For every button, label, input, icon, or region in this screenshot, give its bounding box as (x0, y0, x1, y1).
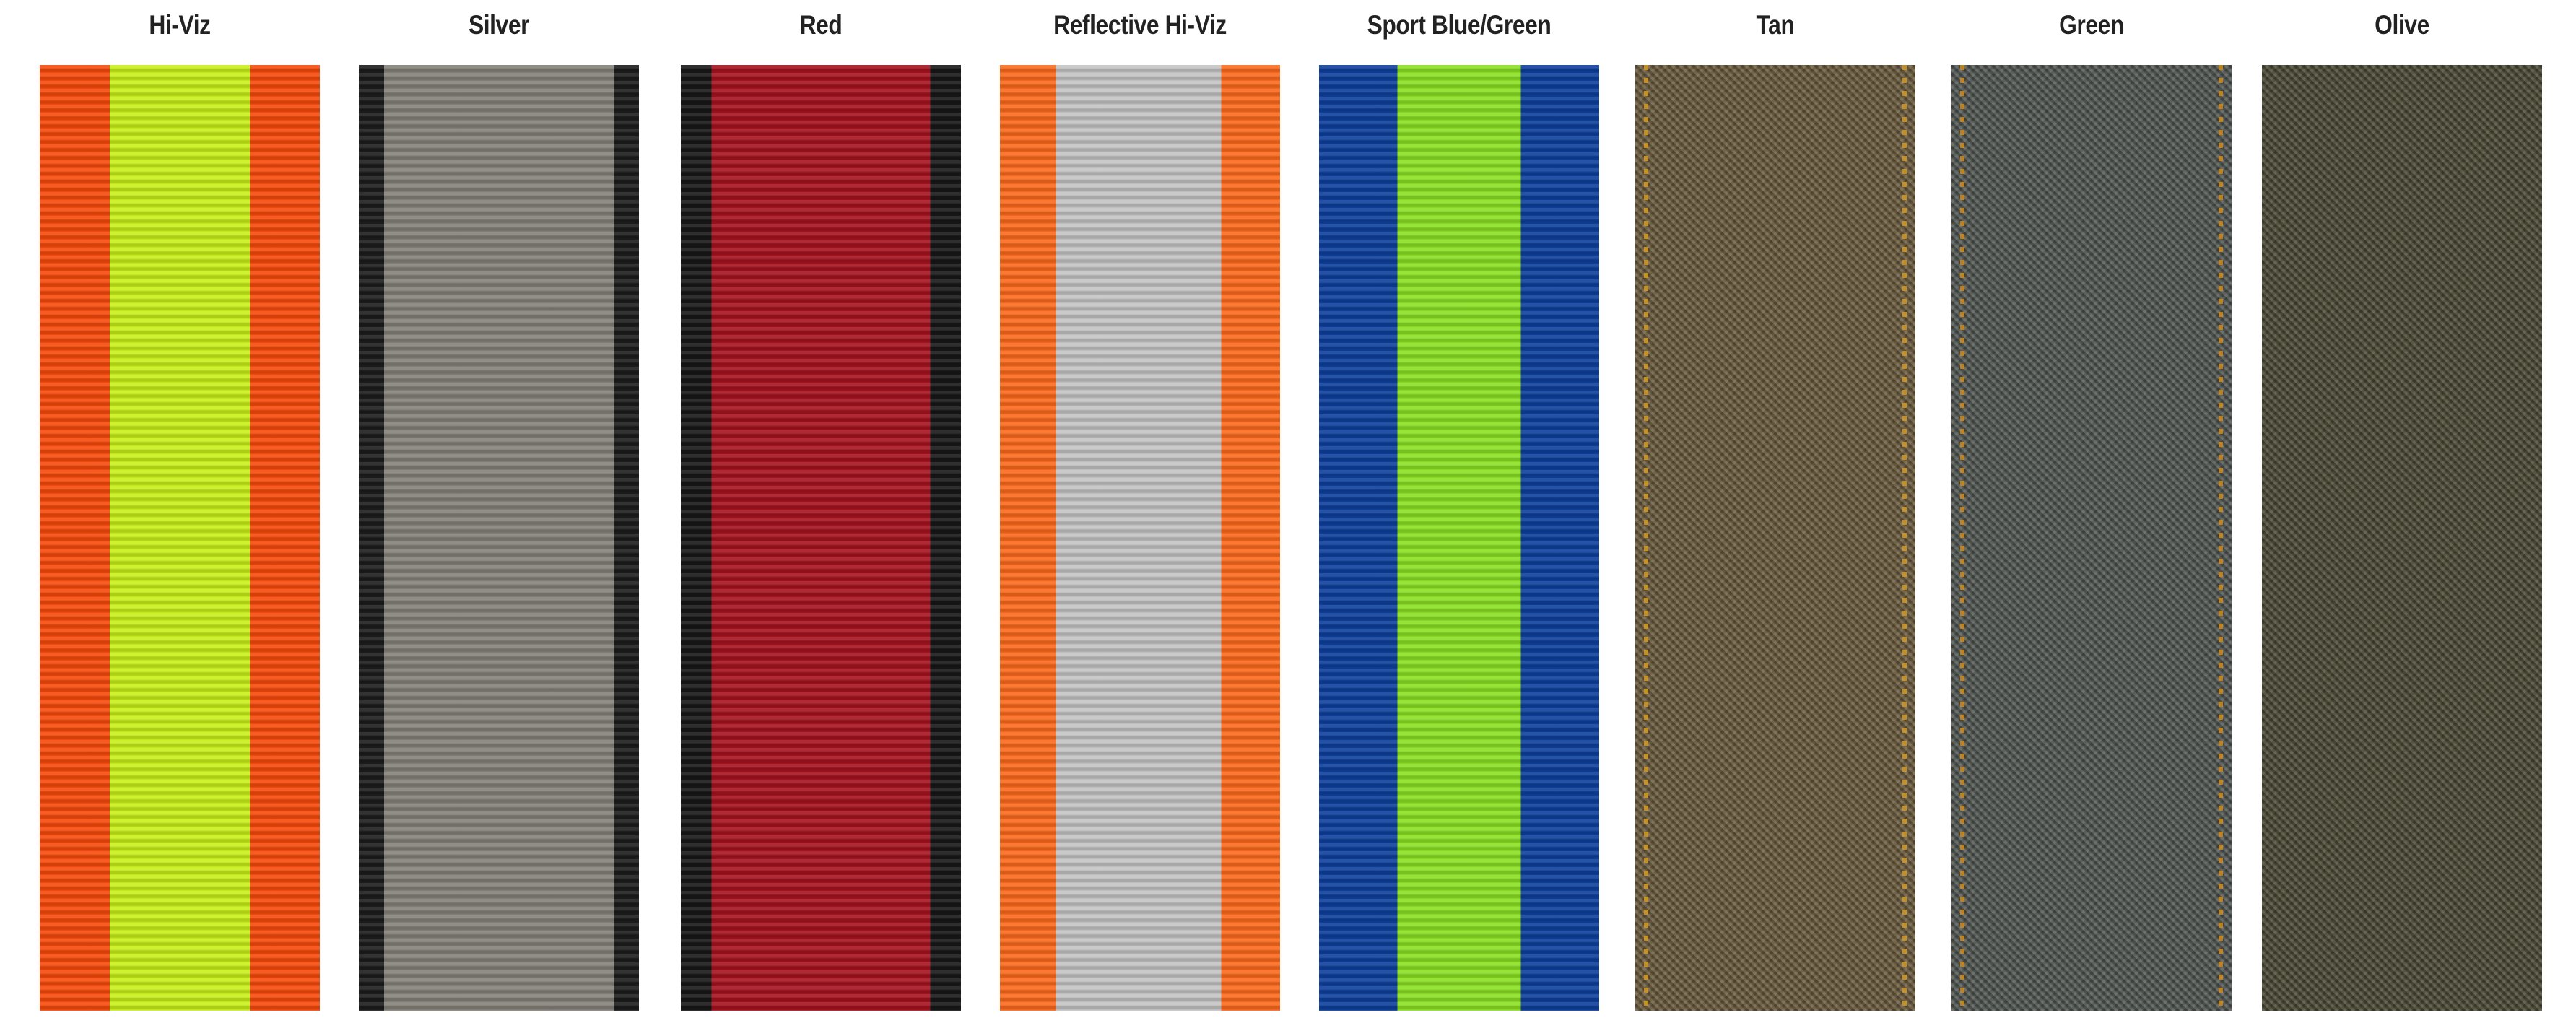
webbing-sample-olive (2262, 65, 2542, 1011)
webbing-sample-red (681, 65, 961, 1011)
weave-texture (681, 65, 961, 1011)
weave-texture (1000, 65, 1280, 1011)
edge-stitch-right (2219, 65, 2223, 1011)
weave-texture (2262, 65, 2542, 1011)
webbing-sample-green (1951, 65, 2232, 1011)
swatch-column-tan: Tan (1635, 0, 1915, 1036)
weave-texture (1951, 65, 2232, 1011)
webbing-sample-reflective-hi-viz (1000, 65, 1280, 1011)
weave-texture (359, 65, 639, 1011)
webbing-sample-hi-viz (40, 65, 320, 1011)
swatch-column-hi-viz: Hi-Viz (40, 0, 320, 1036)
swatch-column-red: Red (681, 0, 961, 1036)
weave-texture (40, 65, 320, 1011)
swatch-column-sport-blue-green: Sport Blue/Green (1319, 0, 1599, 1036)
swatch-column-reflective-hi-viz: Reflective Hi-Viz (1000, 0, 1280, 1036)
edge-stitch-left (1960, 65, 1964, 1011)
weave-texture (1635, 65, 1915, 1011)
edge-stitch-right (1902, 65, 1907, 1011)
swatch-column-green: Green (1951, 0, 2232, 1036)
swatch-title: Red (799, 10, 843, 40)
swatch-column-olive: Olive (2262, 0, 2542, 1036)
swatch-title: Reflective Hi-Viz (1053, 10, 1227, 40)
swatch-title: Green (2059, 10, 2124, 40)
swatch-title: Silver (468, 10, 530, 40)
webbing-sample-tan (1635, 65, 1915, 1011)
swatch-column-silver: Silver (359, 0, 639, 1036)
swatch-title: Olive (2375, 10, 2429, 40)
webbing-sample-sport-blue-green (1319, 65, 1599, 1011)
swatch-title: Tan (1756, 10, 1795, 40)
webbing-sample-silver (359, 65, 639, 1011)
weave-texture (1319, 65, 1599, 1011)
swatch-title: Sport Blue/Green (1367, 10, 1552, 40)
edge-stitch-left (1644, 65, 1648, 1011)
swatch-title: Hi-Viz (149, 10, 211, 40)
